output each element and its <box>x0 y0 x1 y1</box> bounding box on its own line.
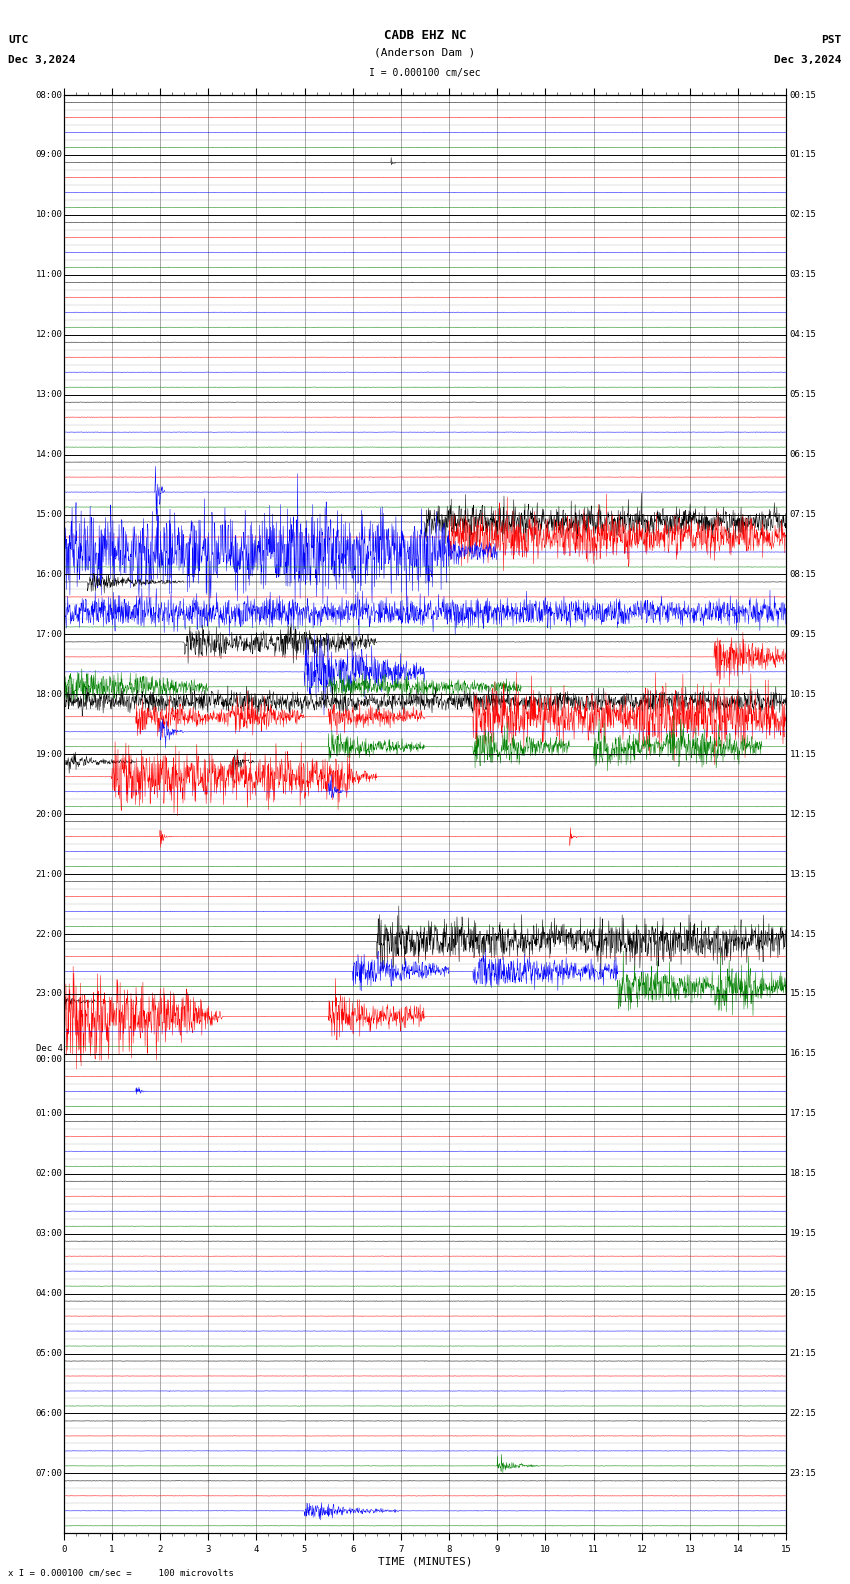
Text: 06:00: 06:00 <box>36 1408 63 1418</box>
Text: 09:15: 09:15 <box>790 630 816 638</box>
Text: 06:15: 06:15 <box>790 450 816 459</box>
Text: 16:15: 16:15 <box>790 1049 816 1058</box>
Text: 00:15: 00:15 <box>790 90 816 100</box>
Text: 02:15: 02:15 <box>790 211 816 220</box>
Text: 10:15: 10:15 <box>790 689 816 699</box>
Text: 16:00: 16:00 <box>36 570 63 580</box>
Text: 19:00: 19:00 <box>36 749 63 759</box>
Text: 13:15: 13:15 <box>790 870 816 879</box>
Text: 11:00: 11:00 <box>36 271 63 279</box>
Text: Dec 3,2024: Dec 3,2024 <box>774 55 842 65</box>
Text: 15:15: 15:15 <box>790 990 816 998</box>
Text: 14:15: 14:15 <box>790 930 816 939</box>
Text: 22:15: 22:15 <box>790 1408 816 1418</box>
Text: 04:00: 04:00 <box>36 1289 63 1299</box>
Text: 21:00: 21:00 <box>36 870 63 879</box>
Text: 14:00: 14:00 <box>36 450 63 459</box>
Text: 01:00: 01:00 <box>36 1109 63 1118</box>
Text: 15:00: 15:00 <box>36 510 63 520</box>
Text: Dec 4
00:00: Dec 4 00:00 <box>36 1044 63 1063</box>
Text: 21:15: 21:15 <box>790 1350 816 1357</box>
Text: 23:00: 23:00 <box>36 990 63 998</box>
Text: 20:00: 20:00 <box>36 809 63 819</box>
Text: 18:00: 18:00 <box>36 689 63 699</box>
Text: x I = 0.000100 cm/sec =     100 microvolts: x I = 0.000100 cm/sec = 100 microvolts <box>8 1568 235 1578</box>
Text: 12:15: 12:15 <box>790 809 816 819</box>
Text: 10:00: 10:00 <box>36 211 63 220</box>
Text: 17:00: 17:00 <box>36 630 63 638</box>
Text: 07:15: 07:15 <box>790 510 816 520</box>
Text: 19:15: 19:15 <box>790 1229 816 1239</box>
Text: Dec 3,2024: Dec 3,2024 <box>8 55 76 65</box>
Text: I = 0.000100 cm/sec: I = 0.000100 cm/sec <box>369 68 481 78</box>
Text: 08:15: 08:15 <box>790 570 816 580</box>
Text: 04:15: 04:15 <box>790 329 816 339</box>
Text: (Anderson Dam ): (Anderson Dam ) <box>374 48 476 57</box>
Text: 08:00: 08:00 <box>36 90 63 100</box>
Text: 20:15: 20:15 <box>790 1289 816 1299</box>
Text: UTC: UTC <box>8 35 29 44</box>
Text: 03:00: 03:00 <box>36 1229 63 1239</box>
Text: 05:15: 05:15 <box>790 390 816 399</box>
Text: 03:15: 03:15 <box>790 271 816 279</box>
Text: 05:00: 05:00 <box>36 1350 63 1357</box>
Text: PST: PST <box>821 35 842 44</box>
Text: 11:15: 11:15 <box>790 749 816 759</box>
Text: 18:15: 18:15 <box>790 1169 816 1178</box>
X-axis label: TIME (MINUTES): TIME (MINUTES) <box>377 1557 473 1567</box>
Text: 02:00: 02:00 <box>36 1169 63 1178</box>
Text: 01:15: 01:15 <box>790 150 816 160</box>
Text: 17:15: 17:15 <box>790 1109 816 1118</box>
Text: 22:00: 22:00 <box>36 930 63 939</box>
Text: CADB EHZ NC: CADB EHZ NC <box>383 29 467 41</box>
Text: 09:00: 09:00 <box>36 150 63 160</box>
Text: 12:00: 12:00 <box>36 329 63 339</box>
Text: 23:15: 23:15 <box>790 1468 816 1478</box>
Text: 07:00: 07:00 <box>36 1468 63 1478</box>
Text: 13:00: 13:00 <box>36 390 63 399</box>
